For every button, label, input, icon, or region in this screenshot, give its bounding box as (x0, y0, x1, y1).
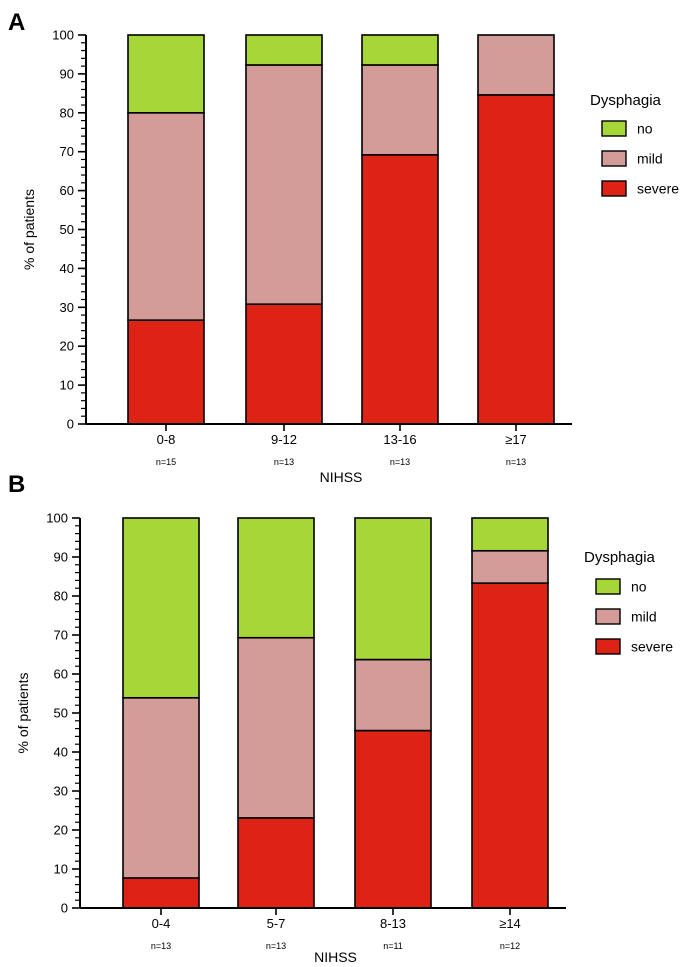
x-category-label: 13-16 (383, 432, 416, 447)
x-category-label: 5-7 (267, 916, 286, 931)
legend-swatch-no (601, 120, 627, 137)
sample-size-label: n=13 (151, 941, 171, 951)
legend-swatch-severe (601, 180, 627, 197)
y-tick-label: 20 (60, 339, 74, 354)
bar-severe (354, 729, 432, 909)
sample-size-label: n=12 (500, 941, 520, 951)
sample-size-label: n=11 (383, 941, 403, 951)
panel-b: B 0 10 20 30 40 50 60 70 80 90 100 0-4 n=13 5-7 n=13 8-1… (8, 471, 673, 965)
y-tick-label: 50 (60, 222, 74, 237)
bar-mild (237, 636, 315, 819)
sample-size-label: n=15 (156, 457, 176, 467)
bar-severe (245, 303, 323, 425)
y-tick-label: 70 (54, 628, 68, 643)
y-axis-title: % of patients (15, 673, 31, 754)
y-axis: 0 10 20 30 40 50 60 70 80 90 100 (52, 28, 87, 432)
legend-label-no: no (637, 121, 653, 137)
x-category-label: ≥17 (505, 432, 527, 447)
legend-label-severe: severe (637, 181, 679, 197)
panel-a: A 0 10 20 30 40 50 60 70 80 90 100 0-8 n=15 9-12 n=13 13… (8, 9, 679, 485)
y-tick-label: 60 (54, 667, 68, 682)
y-tick-label: 90 (60, 66, 74, 81)
y-tick-label: 80 (54, 589, 68, 604)
y-tick-label: 50 (54, 706, 68, 721)
bar-no (354, 517, 432, 661)
y-tick-label: 30 (54, 784, 68, 799)
bar-mild (477, 34, 555, 96)
bar-mild (361, 64, 439, 156)
y-tick-label: 100 (46, 511, 68, 526)
legend-label-no: no (631, 579, 647, 595)
x-category-label: 9-12 (271, 432, 297, 447)
legend: Dysphagia no mild severe (590, 92, 679, 197)
legend-label-mild: mild (631, 609, 657, 625)
x-axis-title: NIHSS (314, 949, 357, 965)
x-axis-title: NIHSS (320, 469, 363, 485)
legend-label-severe: severe (631, 639, 673, 655)
bar-no (122, 517, 200, 699)
sample-size-label: n=13 (506, 457, 526, 467)
x-category-label: ≥14 (499, 916, 521, 931)
y-tick-label: 10 (54, 862, 68, 877)
legend-swatch-severe (595, 638, 621, 655)
panel-letter: B (8, 471, 25, 498)
x-category-label: 8-13 (380, 916, 406, 931)
bar-no (237, 517, 315, 639)
y-tick-label: 70 (60, 144, 74, 159)
bar-severe (471, 582, 549, 909)
sample-size-label: n=13 (266, 941, 286, 951)
y-tick-label: 40 (54, 745, 68, 760)
y-tick-label: 20 (54, 823, 68, 838)
legend-label-mild: mild (637, 151, 663, 167)
x-category-label: 0-8 (157, 432, 176, 447)
bar-mild (122, 696, 200, 879)
y-tick-label: 0 (61, 901, 68, 916)
sample-size-label: n=13 (390, 457, 410, 467)
legend-swatch-mild (595, 608, 621, 625)
y-tick-label: 90 (54, 550, 68, 565)
bar-mild (354, 658, 432, 732)
y-axis-title: % of patients (21, 189, 37, 270)
bar-severe (127, 319, 205, 425)
legend-title: Dysphagia (590, 92, 662, 109)
legend: Dysphagia no mild severe (584, 549, 673, 655)
sample-size-label: n=13 (274, 457, 294, 467)
y-axis: 0 10 20 30 40 50 60 70 80 90 100 (46, 511, 81, 916)
bar-severe (361, 154, 439, 425)
legend-swatch-mild (601, 150, 627, 167)
x-category-label: 0-4 (152, 916, 171, 931)
y-tick-label: 10 (60, 378, 74, 393)
y-tick-label: 100 (52, 28, 74, 43)
bars (127, 34, 555, 425)
y-tick-label: 60 (60, 183, 74, 198)
legend-title: Dysphagia (584, 549, 656, 566)
bar-mild (245, 64, 323, 305)
bar-mild (471, 549, 549, 584)
legend-swatch-no (595, 578, 621, 595)
bar-no (127, 34, 205, 114)
y-tick-label: 30 (60, 300, 74, 315)
bar-no (471, 517, 549, 552)
bar-no (245, 34, 323, 66)
bar-severe (122, 877, 200, 909)
bar-severe (477, 94, 555, 425)
bars (122, 517, 549, 909)
bar-severe (237, 817, 315, 909)
y-tick-label: 40 (60, 261, 74, 276)
bar-mild (127, 112, 205, 321)
y-tick-label: 0 (67, 417, 74, 432)
y-tick-label: 80 (60, 105, 74, 120)
panel-letter: A (8, 9, 25, 36)
bar-no (361, 34, 439, 66)
